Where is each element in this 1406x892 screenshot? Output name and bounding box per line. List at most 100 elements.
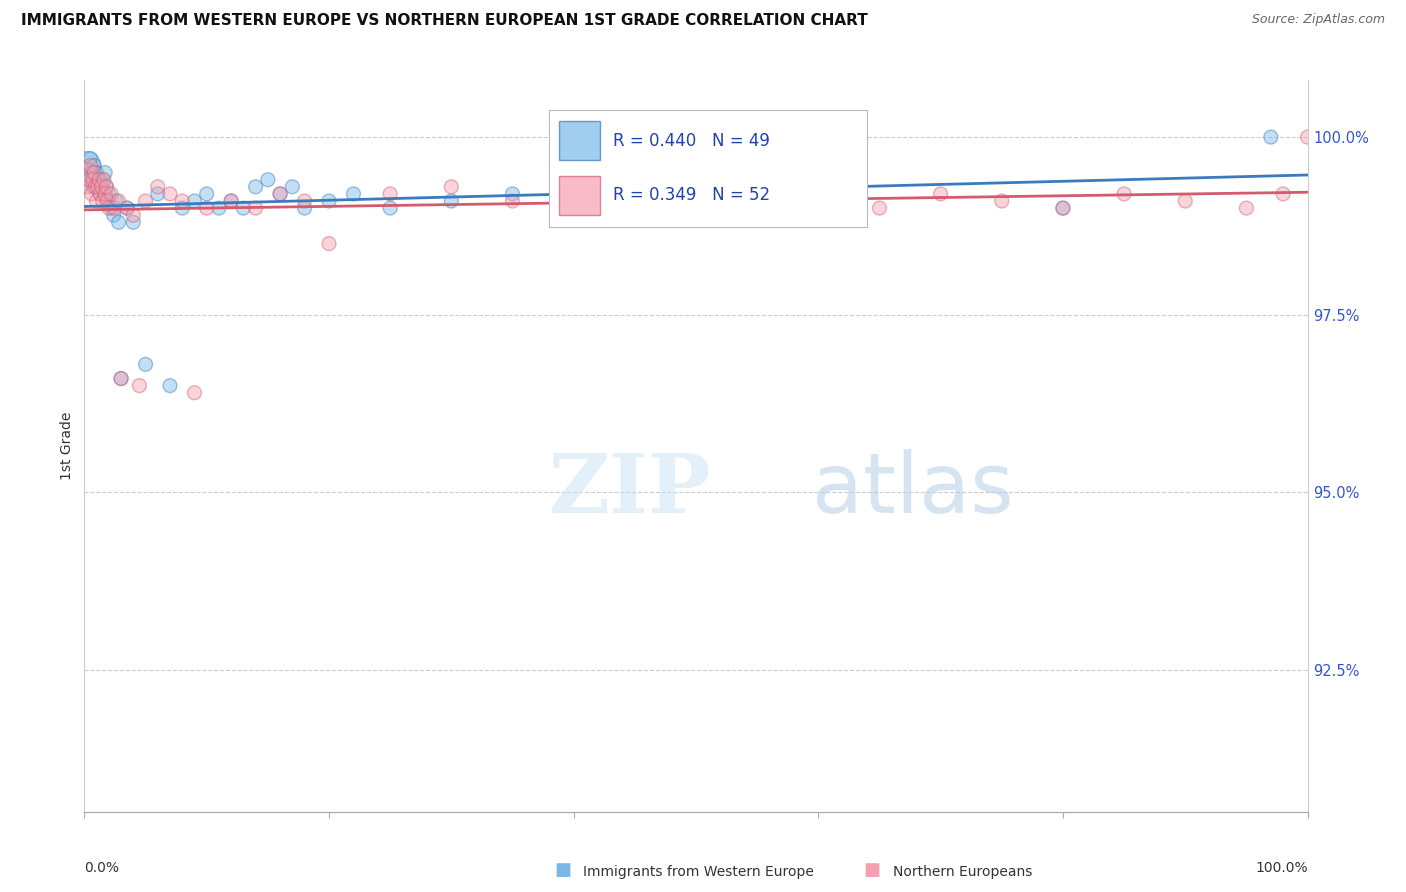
Point [159,186,181,201]
Point [103,208,125,222]
Point [87,172,110,186]
Point [96,179,118,194]
Point [87,179,110,194]
Point [122,215,145,229]
Point [107,194,129,208]
Point [86,194,108,208]
Text: 0.0%: 0.0% [84,862,120,875]
Point [172,194,194,208]
Y-axis label: 1st Grade: 1st Grade [60,412,75,480]
Point [91,194,114,208]
Text: ZIP: ZIP [550,450,711,530]
Point [104,201,127,215]
Point [82,172,104,186]
Point [183,385,205,400]
Point [245,201,267,215]
Point [110,371,132,385]
Point [83,159,105,173]
Point [80,165,103,179]
Text: Source: ZipAtlas.com: Source: ZipAtlas.com [1251,13,1385,27]
Point [90,179,112,194]
Point [318,236,340,251]
Point [195,201,218,215]
Point [294,201,316,215]
Point [77,179,100,194]
Point [502,186,524,201]
Point [105,194,128,208]
Point [76,159,98,173]
Point [219,194,242,208]
Point [84,179,107,194]
Point [1174,194,1197,208]
Text: Immigrants from Western Europe: Immigrants from Western Europe [583,864,814,879]
Point [502,194,524,208]
Point [562,186,585,201]
Point [89,186,111,201]
Point [1260,130,1282,145]
Point [318,194,340,208]
Point [76,165,98,179]
Point [294,194,316,208]
Point [208,201,231,215]
Point [562,179,585,194]
Text: IMMIGRANTS FROM WESTERN EUROPE VS NORTHERN EUROPEAN 1ST GRADE CORRELATION CHART: IMMIGRANTS FROM WESTERN EUROPE VS NORTHE… [21,13,868,29]
Point [91,172,114,186]
Point [440,194,463,208]
Point [97,186,120,201]
Point [87,172,110,186]
Point [232,201,254,215]
Point [146,186,169,201]
Point [93,186,115,201]
Point [94,186,117,201]
Point [97,194,120,208]
Point [77,172,100,186]
Point [1236,201,1258,215]
Point [87,179,110,194]
Text: ■: ■ [863,861,880,879]
Point [807,194,830,208]
Point [100,186,122,201]
Text: 100.0%: 100.0% [1256,862,1308,875]
Point [96,179,118,194]
Point [77,165,100,179]
Point [929,186,952,201]
Point [269,186,291,201]
Text: ■: ■ [554,861,571,879]
Point [245,179,267,194]
Point [115,201,138,215]
Point [97,201,120,215]
Point [991,194,1014,208]
Point [79,159,101,173]
Point [380,201,402,215]
Point [107,215,129,229]
Point [747,186,769,201]
Point [135,357,157,371]
Point [90,179,112,194]
Point [219,194,242,208]
Point [100,201,122,215]
Point [172,201,194,215]
Point [89,186,111,201]
Point [269,186,291,201]
Point [195,186,218,201]
Point [1296,130,1319,145]
Point [281,179,304,194]
Point [110,371,132,385]
Point [1052,201,1074,215]
Point [257,172,280,186]
Point [79,152,101,166]
Point [869,201,891,215]
Point [342,186,364,201]
Point [115,201,138,215]
Point [1114,186,1136,201]
Point [135,194,157,208]
Point [97,194,120,208]
Point [183,194,205,208]
Point [159,378,181,392]
Point [86,165,108,179]
Point [1272,186,1295,201]
Point [440,179,463,194]
Point [685,201,707,215]
Point [146,179,169,194]
Point [84,172,107,186]
